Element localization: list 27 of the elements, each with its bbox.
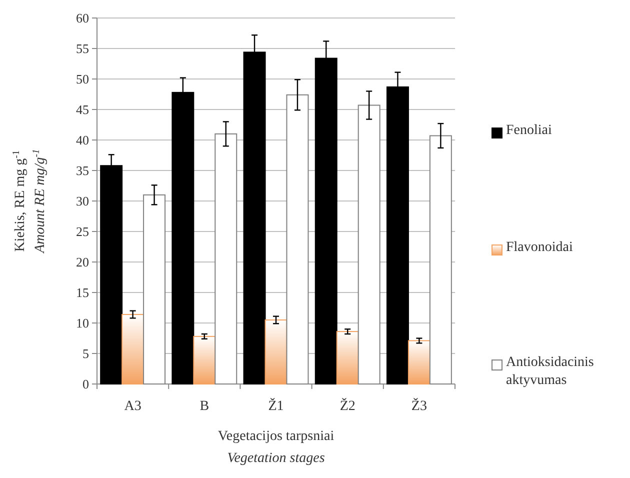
y-tick-label: 45	[76, 102, 89, 118]
legend-label: Flavonoidai	[506, 240, 573, 255]
legend-label: Antioksidacinis aktyvumas	[506, 355, 594, 388]
y-tick-label: 55	[76, 41, 89, 56]
x-tick-label: A3	[124, 399, 142, 414]
y-tick-label: 5	[82, 346, 89, 362]
x-axis-title: Vegetacijos tarpsniai Vegetation stages	[218, 429, 334, 466]
y-tick-label: 30	[76, 194, 89, 209]
bar	[408, 340, 430, 384]
x-tick-label: Ž3	[411, 397, 427, 414]
legend-label: Fenoliai	[506, 123, 552, 138]
bar	[264, 319, 288, 384]
y-tick-label: 15	[76, 285, 89, 300]
bar	[336, 331, 359, 384]
y-tick-label: 20	[76, 254, 89, 270]
bar	[193, 336, 216, 384]
y-tick-label: 10	[76, 316, 89, 331]
y-tick-label: 0	[82, 376, 89, 392]
y-tick-label: 25	[76, 224, 89, 240]
y-tick-label: 40	[76, 132, 89, 148]
y-tick-label: 60	[76, 10, 89, 26]
x-tick-label: Ž2	[340, 397, 356, 414]
x-tick-label: Ž1	[268, 397, 284, 414]
bar	[122, 314, 144, 384]
y-tick-label: 35	[76, 163, 89, 178]
x-tick-label: B	[200, 399, 210, 414]
y-tick-label: 50	[76, 72, 89, 87]
